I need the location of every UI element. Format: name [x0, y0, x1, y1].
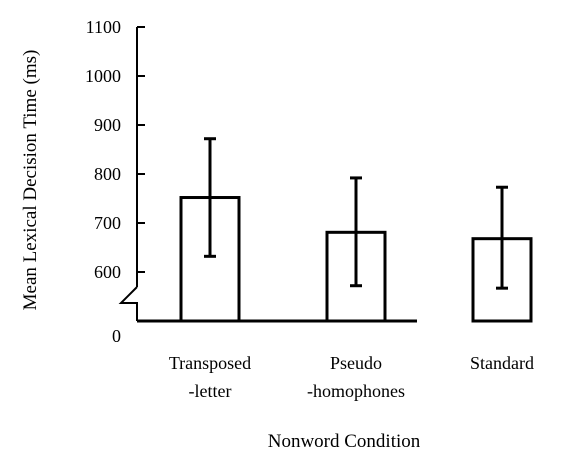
y-axis-break: [118, 286, 138, 321]
y-tick-label: 900: [94, 115, 121, 135]
x-tick-label: Transposed: [169, 353, 251, 373]
y-tick-label: 1100: [86, 17, 121, 37]
y-tick-label: 700: [94, 213, 121, 233]
y-tick-label: 600: [94, 262, 121, 282]
error-bars: [204, 137, 508, 290]
y-tick-label: 0: [112, 326, 121, 346]
y-axis-title: Mean Lexical Decision Time (ms): [20, 50, 41, 311]
y-tick-label: 1000: [85, 66, 121, 86]
x-tick-label: -letter: [189, 381, 232, 401]
x-tick-label: Standard: [470, 353, 534, 373]
x-tick-label: -homophones: [307, 381, 405, 401]
y-ticks: 1100 1000 900 800 700 600 0: [85, 17, 145, 346]
y-tick-label: 800: [94, 164, 121, 184]
x-tick-label: Pseudo: [330, 353, 382, 373]
category-labels: Transposed -letter Pseudo -homophones Standa…: [169, 353, 534, 401]
x-axis-title: Nonword Condition: [268, 431, 421, 452]
